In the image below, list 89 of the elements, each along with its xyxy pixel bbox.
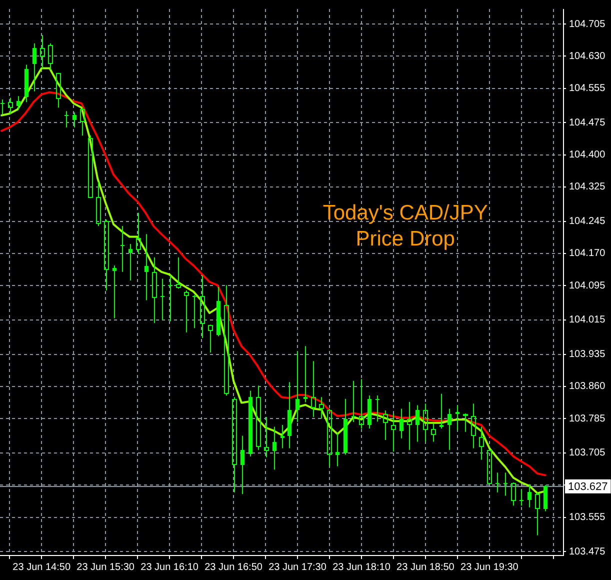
candlestick [296,350,300,423]
candlestick [368,394,372,429]
y-tick-label: 104.245 [569,216,606,228]
candlestick [16,96,20,110]
x-tick-label: 23 Jun 16:10 [140,562,199,573]
candlestick [423,403,428,442]
candlestick [383,410,388,441]
candlestick [471,403,476,449]
candlestick [400,408,404,439]
candlestick [120,226,124,272]
candlestick [136,212,141,254]
candlestick [511,483,516,506]
x-tick-label: 23 Jun 19:30 [460,562,519,573]
candlestick [264,416,269,458]
candlestick [208,325,213,354]
candlestick [288,382,292,449]
candlestick [352,380,356,423]
y-tick-label: 104.475 [569,117,606,128]
candlestick [440,393,444,429]
candlestick [479,426,484,460]
x-tick-label: 23 Jun 18:10 [332,562,391,573]
candlestick [448,408,452,450]
candlestick [224,284,229,396]
candlestick [88,135,93,198]
candlestick [407,401,412,450]
y-tick-label: 103.785 [569,413,606,424]
candlestick [256,385,261,450]
candlestick [272,426,276,470]
candlestick [240,435,244,495]
y-tick-label: 103.935 [569,349,606,360]
candlestick [168,274,172,322]
x-tick-label: 23 Jun 17:30 [268,562,327,573]
y-tick-label: 104.705 [569,18,606,30]
candlestick [280,424,284,449]
candlestick [304,346,308,403]
candlestick [391,412,396,452]
candlestick [80,107,85,136]
candlestick [311,360,316,418]
text: Today's CAD/JPY Price Drop [322,202,488,251]
x-tick-label: 23 Jun 15:30 [76,562,135,573]
candlestick [8,97,13,115]
x-tick-label: 23 Jun 18:50 [396,562,455,573]
candlestick [64,110,68,128]
candlestick [232,396,237,493]
candlestick [520,488,524,506]
candlestick [496,472,500,493]
candlestick [359,378,364,429]
candlestick [336,432,340,467]
candlestick [160,278,164,320]
y-tick-label: 103.555 [569,512,606,524]
y-tick-label: 104.400 [569,150,606,161]
y-tick-label: 104.555 [569,83,606,94]
candlestick [248,390,252,457]
candlestick [24,64,28,103]
y-tick-label: 104.325 [569,182,606,193]
y-tick-label: 104.630 [569,50,606,62]
x-tick-label: 23 Jun 14:50 [12,562,71,573]
candlestick [416,404,420,442]
candlestick [56,73,61,108]
candlestick [72,112,76,128]
candlestick [216,286,220,337]
candlestick [144,234,148,301]
candlestick [0,99,4,115]
y-tick-label: 103.860 [569,381,606,392]
candlestick [528,484,532,508]
candlestick [327,408,332,467]
candlestick [112,264,116,319]
candlestick [104,219,109,291]
y-tick-label: 103.705 [569,448,606,459]
y-tick-label: 104.170 [569,248,606,260]
y-tick-label: 104.015 [569,314,606,326]
candlestick [48,42,53,70]
candlestick [344,398,348,456]
candlestick [152,256,157,324]
candlestick [535,492,540,536]
candlestick [456,404,460,431]
y-tick-label: 103.475 [569,546,606,558]
x-tick-label: 23 Jun 16:50 [204,562,263,573]
candlestick [544,484,548,512]
candlestick [431,422,436,442]
y-tick-label: 104.095 [569,280,606,292]
candlestick [96,181,101,227]
candlestick [200,274,205,338]
candlestick [184,290,189,333]
candlestick [319,396,324,420]
ref-line-label: 103.627 [568,480,608,493]
candlestick [128,244,132,281]
candlestick [32,42,36,92]
candlestick [40,34,45,69]
